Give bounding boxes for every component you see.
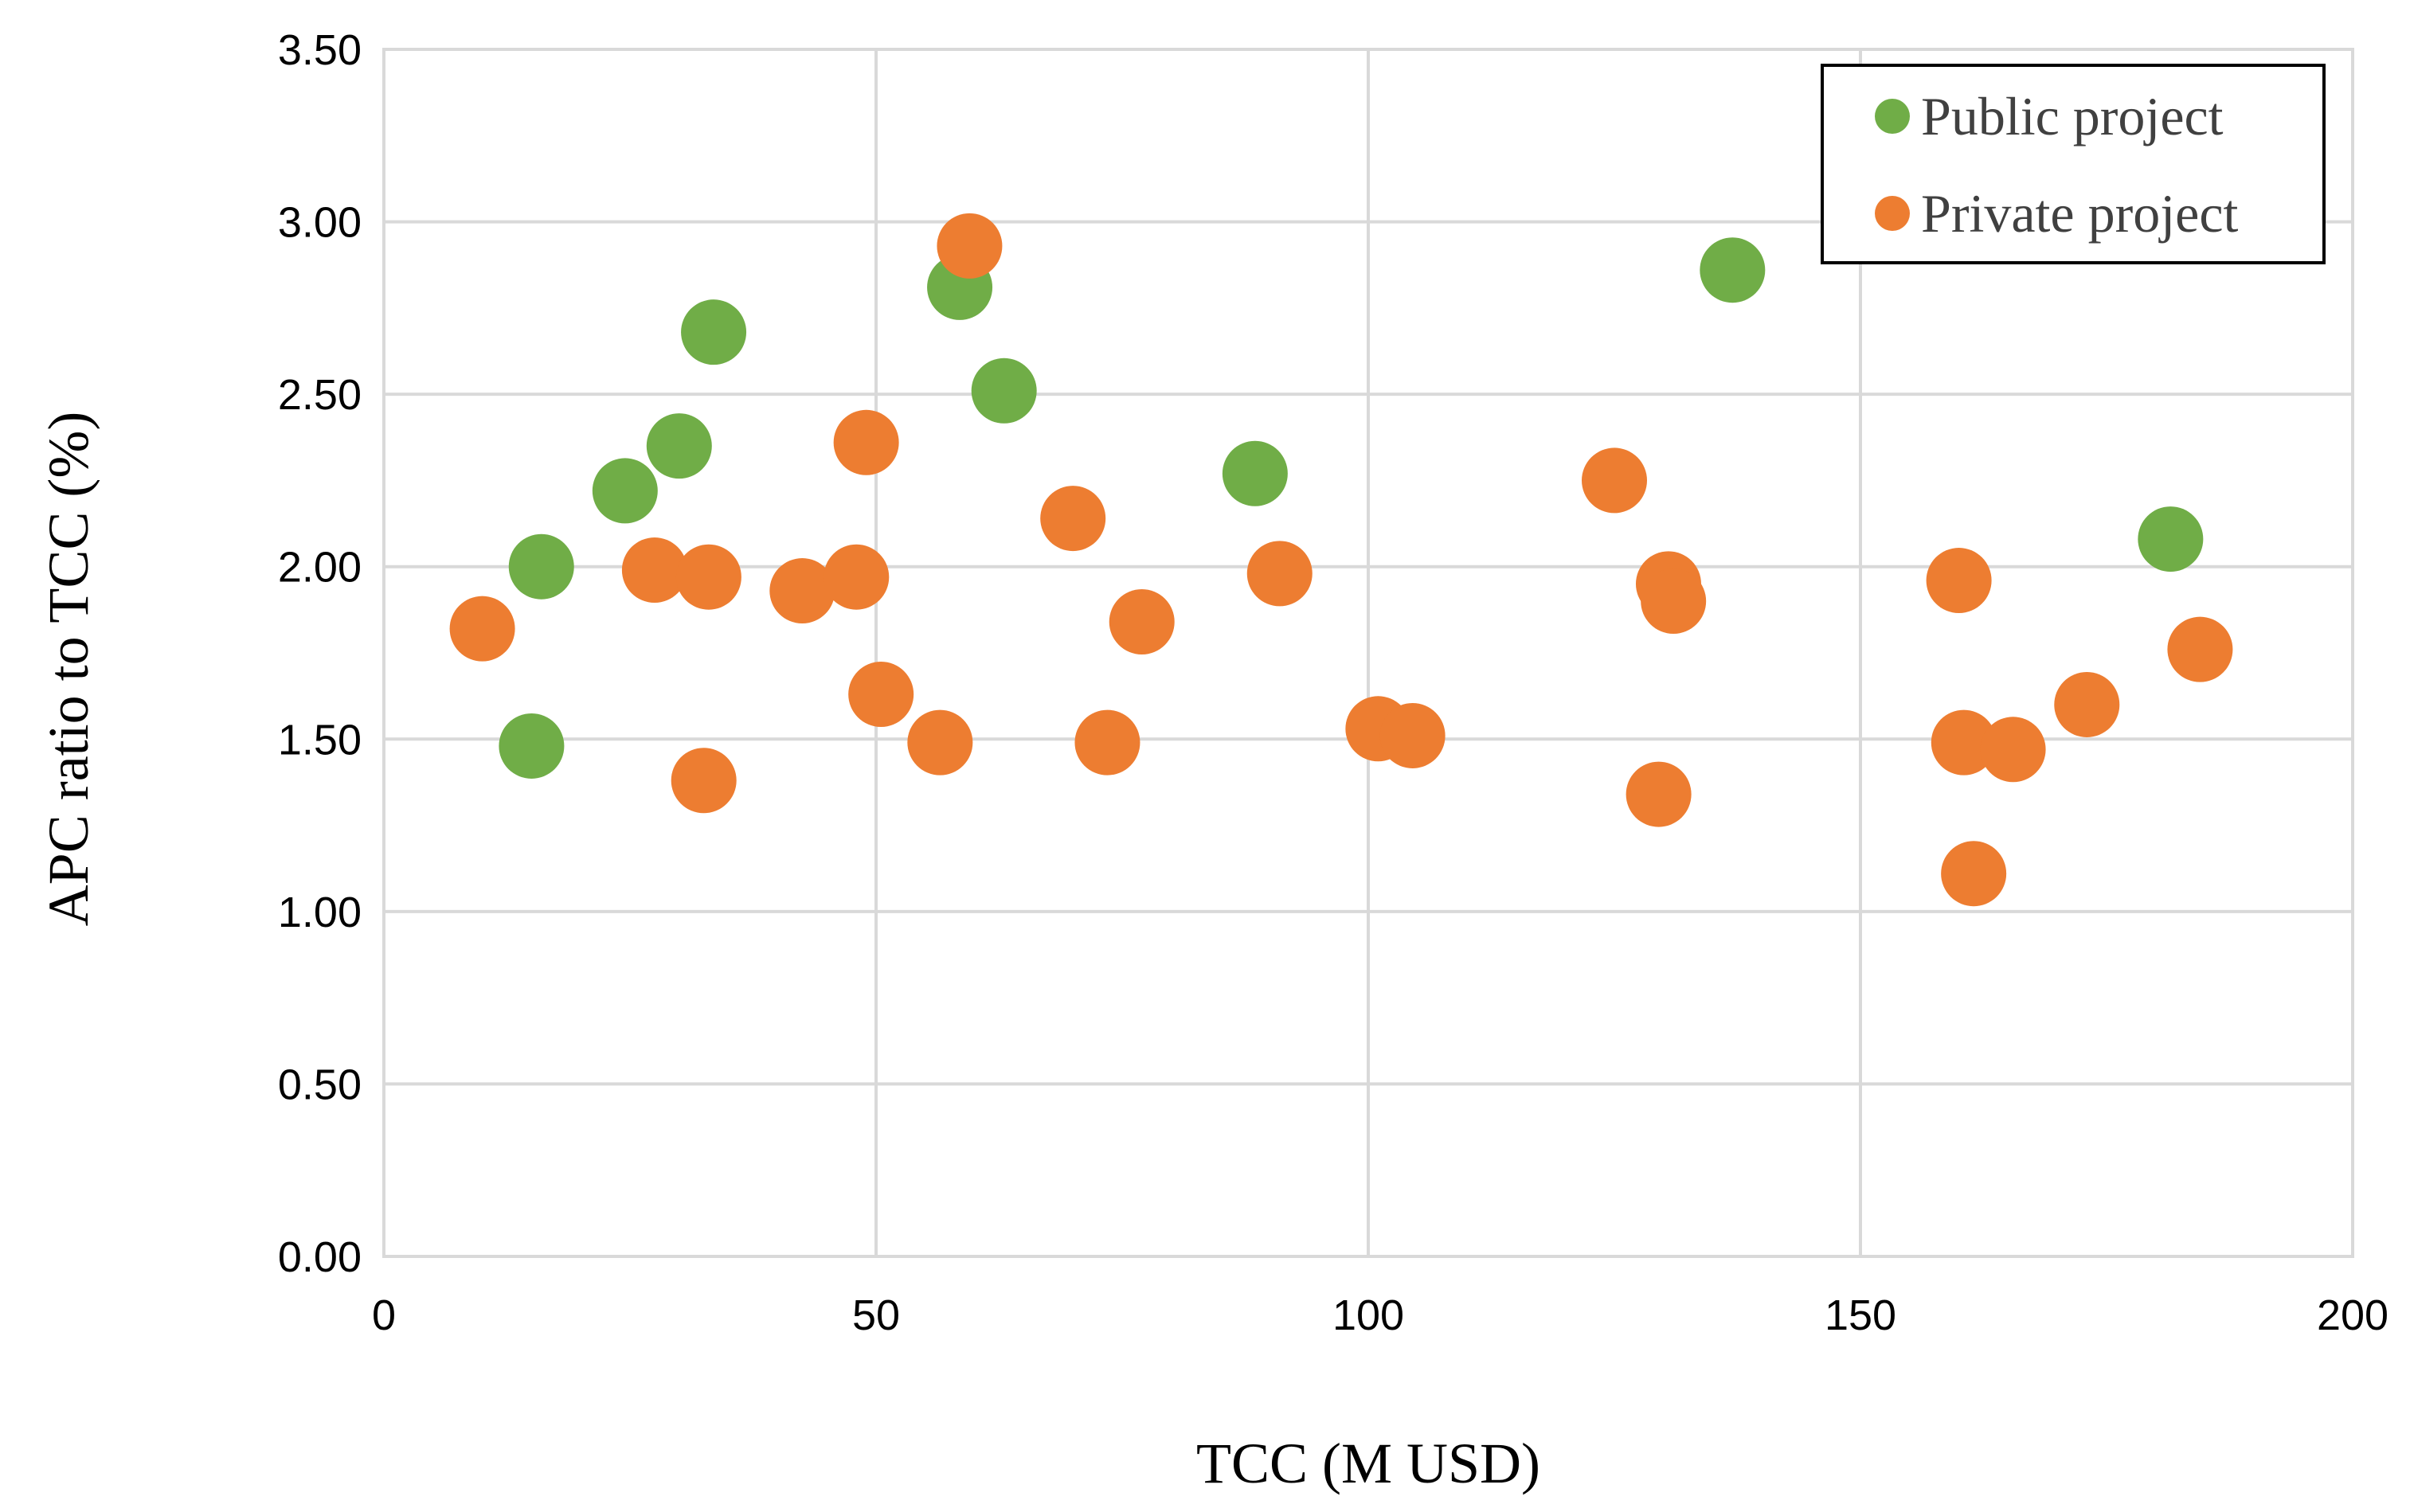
private-project-point [2167,616,2233,682]
x-axis-ticks: 0 50 100 150 200 [372,1291,2388,1339]
private-project-point [907,709,973,776]
public-project-point [499,713,565,779]
legend-label-private: Private project [1921,183,2239,244]
private-project-point [1941,841,2007,907]
private-project-point [621,537,687,604]
private-project-point [1641,568,1707,635]
private-project-point [1379,702,1446,768]
y-axis-title: APC ratio to TCC (%) [37,412,100,927]
y-tick-label: 1.00 [278,889,362,936]
y-tick-label: 3.00 [278,199,362,247]
private-project-point [2054,671,2120,737]
public-project-point [971,357,1037,424]
private-project-point [848,661,914,727]
private-project-point [824,544,890,610]
legend-label-public: Public project [1921,86,2224,147]
public-project-point [508,533,574,600]
y-tick-label: 0.50 [278,1061,362,1108]
y-axis-ticks: 0.00 0.50 1.00 1.50 2.00 2.50 3.00 3.50 [278,26,362,1281]
x-tick-label: 50 [852,1291,900,1339]
legend-marker-private [1875,196,1910,231]
x-tick-label: 200 [2317,1291,2388,1339]
public-project-point [1222,440,1288,506]
private-project-point [833,409,899,475]
private-project-point [1582,447,1647,514]
public-project-point [2138,506,2204,572]
public-project-point [1700,237,1766,303]
private-project-point [1040,486,1106,552]
private-project-point [1074,709,1140,776]
public-project-point [646,413,712,479]
public-project-point [681,299,747,365]
y-tick-label: 1.50 [278,716,362,764]
private-project-point [1980,717,2046,783]
plot-area [382,48,2354,1258]
data-points [449,213,2233,907]
y-tick-label: 0.00 [278,1233,362,1281]
private-project-point [937,213,1003,279]
public-project-point [592,458,658,524]
private-project-point [1626,761,1692,827]
x-tick-label: 150 [1825,1291,1896,1339]
private-project-point [1246,541,1313,607]
private-project-point [1931,709,1997,776]
legend-box [1821,64,2326,264]
x-axis-title: TCC (M USD) [1196,1432,1540,1495]
private-project-point [671,748,737,814]
x-tick-label: 0 [372,1291,396,1339]
y-tick-label: 3.50 [278,26,362,74]
legend-marker-public [1875,99,1910,134]
y-tick-label: 2.00 [278,544,362,592]
x-tick-label: 100 [1332,1291,1404,1339]
y-tick-label: 2.50 [278,371,362,419]
private-project-point [1926,548,1992,614]
private-project-point [675,544,741,610]
private-project-point [449,596,515,662]
private-project-point [1109,589,1175,655]
legend: Public project Private project [1821,64,2326,264]
private-project-point [769,558,835,624]
